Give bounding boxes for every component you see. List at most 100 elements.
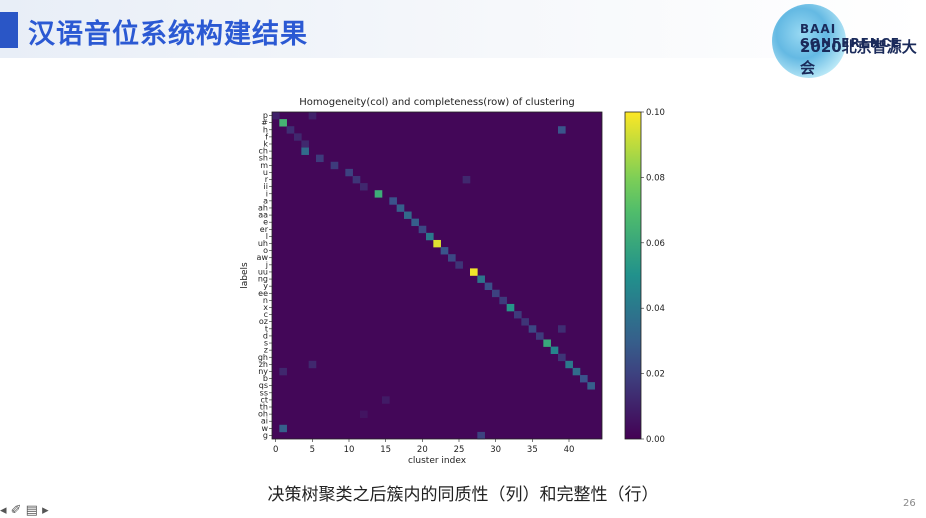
y-tick-label: uh [258,239,268,248]
y-tick-label: k [263,139,268,148]
heatmap-cell [528,325,537,333]
heatmap-cell [462,175,471,184]
heatmap-background [272,112,602,439]
y-tick-label: gh [258,353,268,362]
heatmap-cell [492,289,500,298]
y-tick-label: p [263,111,268,120]
y-tick-label: e [263,218,268,227]
y-tick-label: ai [261,417,268,426]
heatmap-cell [308,360,317,369]
heatmap-cell [426,232,434,241]
presentation-controls[interactable]: ◂ ✐ ▤ ▸ [0,503,49,518]
y-tick-label: er [260,225,269,234]
y-tick-label: d [263,331,268,340]
heatmap-cell [382,396,390,404]
heatmap-cell [389,197,397,205]
y-tick-label: f [265,132,268,141]
y-tick-label: oh [258,410,268,419]
heatmap-cell [558,126,566,134]
y-tick-label: y [263,282,268,291]
y-tick-label: qs [259,381,268,390]
y-tick-label: j [265,260,268,269]
heatmap-cell [345,168,353,177]
y-tick-label: aw [257,253,269,262]
heatmap-cell [396,204,405,212]
y-tick-label: n [263,296,268,305]
y-tick-label: o [263,246,268,255]
colorbar-tick-label: 0.04 [646,304,665,314]
y-tick-label: sh [259,154,268,163]
logo-text-chinese: 2020北京智源大会 [800,38,917,77]
heatmap-cell [587,382,595,390]
colorbar [624,111,642,440]
heatmap-cell [470,268,478,276]
heatmap-cell [404,211,412,219]
heatmap-cell [455,261,463,269]
chart-title: Homogeneity(col) and completeness(row) o… [299,97,575,108]
heatmap-cell [506,303,515,312]
y-tick-label: l [266,232,268,241]
heatmap-cell [433,239,441,248]
heatmap-cell [565,360,573,369]
y-tick-label: # [261,118,268,127]
page-number: 26 [903,498,916,509]
heatmap-cell [543,339,551,347]
y-tick-label: s [264,339,268,348]
y-tick-label: a [263,196,268,205]
heatmap-cell [352,175,361,184]
x-tick-label: 5 [310,445,315,455]
y-tick-label: t [265,324,268,333]
heatmap-cell [558,325,566,333]
heatmap-cell [411,218,419,227]
heatmap-chart: Homogeneity(col) and completeness(row) o… [240,97,665,466]
y-tick-label: ct [260,395,268,404]
slide-header [0,0,926,58]
y-tick-label: x [263,303,268,312]
heatmap-cell [294,133,302,141]
heatmap-cell [360,410,368,418]
y-tick-label: aa [258,211,268,220]
heatmap-cell [279,424,287,433]
heatmap-cell [301,140,309,148]
x-tick-label: 0 [273,445,278,455]
y-tick-label: h [263,125,268,134]
heatmap-cell [279,367,287,376]
heatmap-cell [550,346,559,354]
colorbar-tick-label: 0.06 [646,239,665,249]
colorbar-tick-label: 0.00 [646,435,665,445]
conference-logo-icon [772,4,846,78]
colorbar-tick-label: 0.02 [646,370,665,380]
heatmap-cell [301,147,309,155]
x-tick-label: 20 [417,445,428,455]
colorbar-tick-label: 0.10 [646,108,665,118]
heatmap-cell [360,183,368,191]
y-tick-label: th [260,403,268,412]
y-tick-label: uu [258,267,268,276]
heatmap-cell [330,161,339,170]
y-tick-label: g [263,431,268,440]
y-tick-label: zh [259,360,268,369]
heatmap-cell [558,353,566,362]
heatmap-cell [536,332,544,340]
y-tick-label: oz [259,317,268,326]
heatmap-cell [484,282,493,291]
heatmap-cell [514,311,522,319]
y-tick-label: i [266,189,268,198]
y-tick-label: w [261,424,268,433]
heatmap-cell [374,190,383,198]
heatmap-cell [521,318,529,326]
x-tick-label: 10 [344,445,355,455]
y-tick-label: z [264,346,268,355]
heatmap-cell [477,431,485,440]
y-tick-label: r [265,175,269,184]
heatmap-cell [499,296,507,305]
x-tick-label: 40 [564,445,575,455]
heatmap-cell [477,275,485,283]
slide-caption: 决策树聚类之后簇内的同质性（列）和完整性（行） [267,485,659,505]
slide-title: 汉语音位系统构建结果 [28,19,308,50]
x-tick-label: 25 [454,445,465,455]
heatmap-cell [580,375,588,383]
y-tick-label: ng [258,275,268,284]
heatmap-cell [286,126,295,134]
y-tick-label: ss [260,388,268,397]
